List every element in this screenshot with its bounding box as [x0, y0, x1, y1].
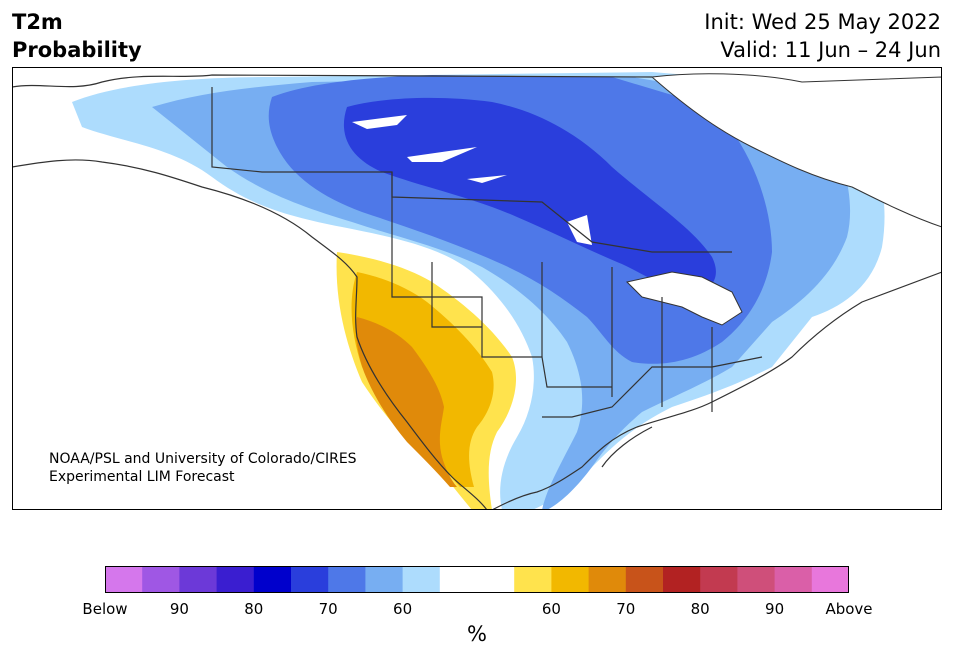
title-line-1: T2m: [12, 10, 63, 34]
great-lakes: [626, 271, 743, 326]
colorbar-swatch: [737, 566, 776, 593]
credit-line-1: NOAA/PSL and University of Colorado/CIRE…: [49, 451, 357, 467]
forecast-dates: Init: Wed 25 May 2022 Valid: 11 Jun – 24…: [704, 8, 941, 64]
credit-text: NOAA/PSL and University of Colorado/CIRE…: [49, 450, 357, 486]
colorbar-swatch: [105, 566, 143, 593]
colorbar-swatch: [142, 566, 180, 593]
colorbar-swatch: [328, 566, 366, 593]
colorbar-swatch: [663, 566, 701, 593]
colorbar-tick-label: 70: [318, 600, 338, 618]
lake-3: [467, 175, 507, 183]
region-above-80: [355, 317, 457, 487]
colorbar-swatch: [774, 566, 813, 593]
colorbar-unit: %: [467, 622, 487, 646]
colorbar-tick-label: 60: [393, 600, 413, 618]
title-line-2: Probability: [12, 38, 142, 62]
colorbar-swatch: [477, 566, 515, 593]
colorbar-swatch: [551, 566, 590, 593]
init-date: Init: Wed 25 May 2022: [704, 10, 941, 34]
valid-range: Valid: 11 Jun – 24 Jun: [720, 38, 941, 62]
lake-1: [352, 115, 407, 129]
colorbar-tick-label: 80: [244, 600, 264, 618]
hudson-bay: [650, 73, 942, 228]
colorbar-swatch: [402, 566, 441, 593]
colorbar-swatch: [253, 566, 292, 593]
colorbar-swatch: [811, 566, 849, 593]
colorbar-swatch: [588, 566, 627, 593]
colorbar-swatch: [625, 566, 664, 593]
colorbar-tick-label: 90: [169, 600, 189, 618]
colorbar-swatch: [439, 566, 478, 593]
colorbar: [105, 566, 849, 593]
colorbar-swatch: [365, 566, 404, 593]
probability-map: [12, 67, 942, 510]
credit-line-2: Experimental LIM Forecast: [49, 469, 235, 485]
region-below-90: [343, 97, 716, 292]
colorbar-swatch: [179, 566, 218, 593]
lake-2: [407, 147, 477, 162]
colorbar-swatch: [514, 566, 552, 593]
colorbar-swatch: [700, 566, 738, 593]
colorbar-tick-label: Above: [825, 600, 873, 618]
colorbar-tick-label: 70: [616, 600, 636, 618]
map-title: T2m Probability: [12, 8, 142, 64]
colorbar-tick-label: 60: [541, 600, 561, 618]
colorbar-tick-label: 90: [765, 600, 785, 618]
colorbar-swatch: [291, 566, 329, 593]
colorbar-tick-label: 80: [690, 600, 710, 618]
colorbar-swatch: [216, 566, 255, 593]
colorbar-tick-label: Below: [82, 600, 128, 618]
colorbar-border: [105, 566, 849, 593]
coastlines: [12, 74, 942, 510]
